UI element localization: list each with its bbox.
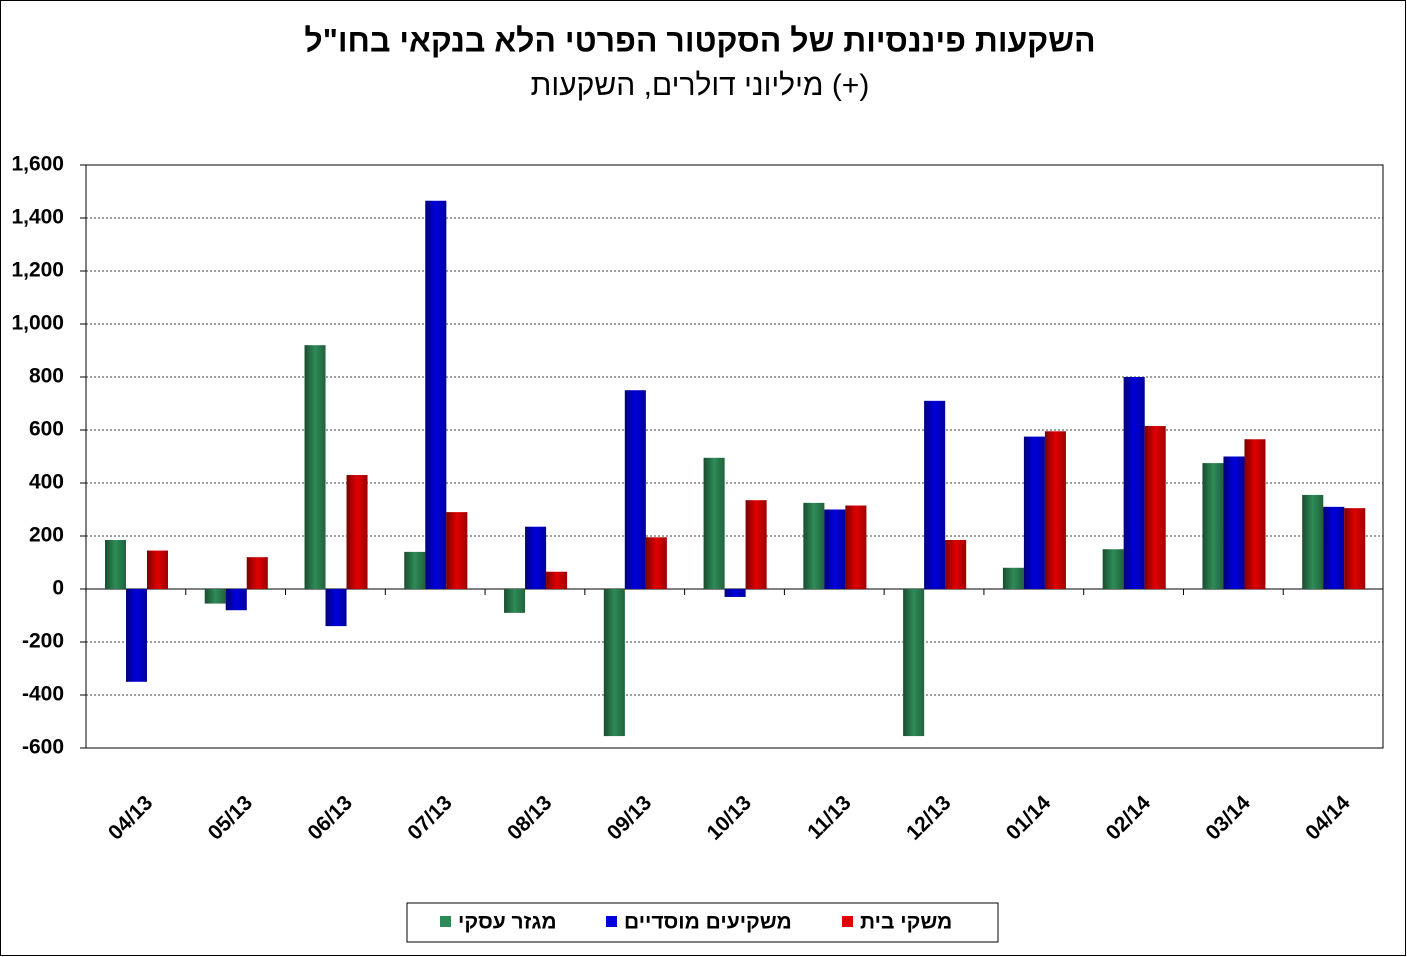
legend-label: משקיעים מוסדיים — [624, 911, 792, 934]
bar-shade — [645, 537, 667, 589]
bar-shade — [1223, 456, 1245, 589]
legend-swatch — [440, 916, 451, 927]
bar-shade — [1202, 463, 1224, 589]
y-tick-label: -600 — [22, 736, 64, 759]
bar-shade — [525, 526, 547, 589]
bar-shade — [603, 589, 625, 737]
y-tick-label: 600 — [29, 418, 64, 441]
bar-shade — [225, 589, 247, 611]
bar-shade — [1144, 426, 1166, 589]
bar-shade — [304, 345, 326, 589]
bar-shade — [204, 589, 226, 604]
y-tick-label: 1,000 — [11, 312, 64, 335]
bar-shade — [504, 589, 526, 613]
y-tick-label: 1,400 — [11, 206, 64, 229]
bar-shade — [903, 589, 925, 737]
legend-label: משקי בית — [860, 911, 952, 934]
bar-shade — [745, 500, 767, 589]
bar-shade — [446, 512, 468, 589]
y-tick-label: -400 — [22, 683, 64, 706]
bar-shade — [1344, 508, 1366, 589]
legend-swatch — [606, 916, 617, 927]
bar-shade — [1023, 436, 1045, 589]
y-tick-label: 0 — [52, 577, 64, 600]
y-tick-label: 400 — [29, 471, 64, 494]
bar-shade — [546, 571, 568, 589]
bar-shade — [126, 589, 147, 682]
chart-title: השקעות פיננסיות של הסקטור הפרטי הלא בנקא… — [304, 22, 1095, 58]
bar-shade — [105, 539, 126, 589]
chart-subtitle: מיליוני דולרים, השקעות (+) — [531, 69, 870, 102]
plot-area — [85, 164, 1384, 749]
bar-shade — [246, 557, 268, 589]
bar-shade — [724, 589, 746, 597]
bar-shade — [945, 539, 967, 589]
bar-shade — [1044, 431, 1066, 589]
y-tick-label: -200 — [22, 630, 64, 653]
bar-shade — [703, 457, 725, 589]
bar-shade — [325, 589, 347, 627]
bar-shade — [1102, 549, 1124, 589]
bar-shade — [346, 475, 368, 589]
bar-shade — [803, 502, 825, 589]
bar-shade — [924, 400, 946, 589]
legend-swatch — [842, 916, 853, 927]
bar-shade — [845, 505, 867, 589]
bar-shade — [1244, 439, 1266, 589]
bar-shade — [624, 390, 646, 589]
bar-shade — [147, 550, 168, 589]
bar-shade — [1323, 506, 1345, 589]
y-tick-label: 200 — [29, 524, 64, 547]
bar-shade — [1123, 377, 1145, 589]
y-tick-label: 800 — [29, 365, 64, 388]
bar-shade — [425, 200, 447, 589]
y-tick-label: 1,600 — [11, 153, 64, 176]
bar-shade — [404, 551, 426, 589]
bar-shade — [824, 509, 846, 589]
legend-box — [406, 902, 999, 943]
y-tick-label: 1,200 — [11, 259, 64, 282]
bar-shade — [1002, 567, 1024, 589]
bar-shade — [1302, 494, 1324, 589]
legend-label: מגזר עסקי — [458, 911, 557, 934]
